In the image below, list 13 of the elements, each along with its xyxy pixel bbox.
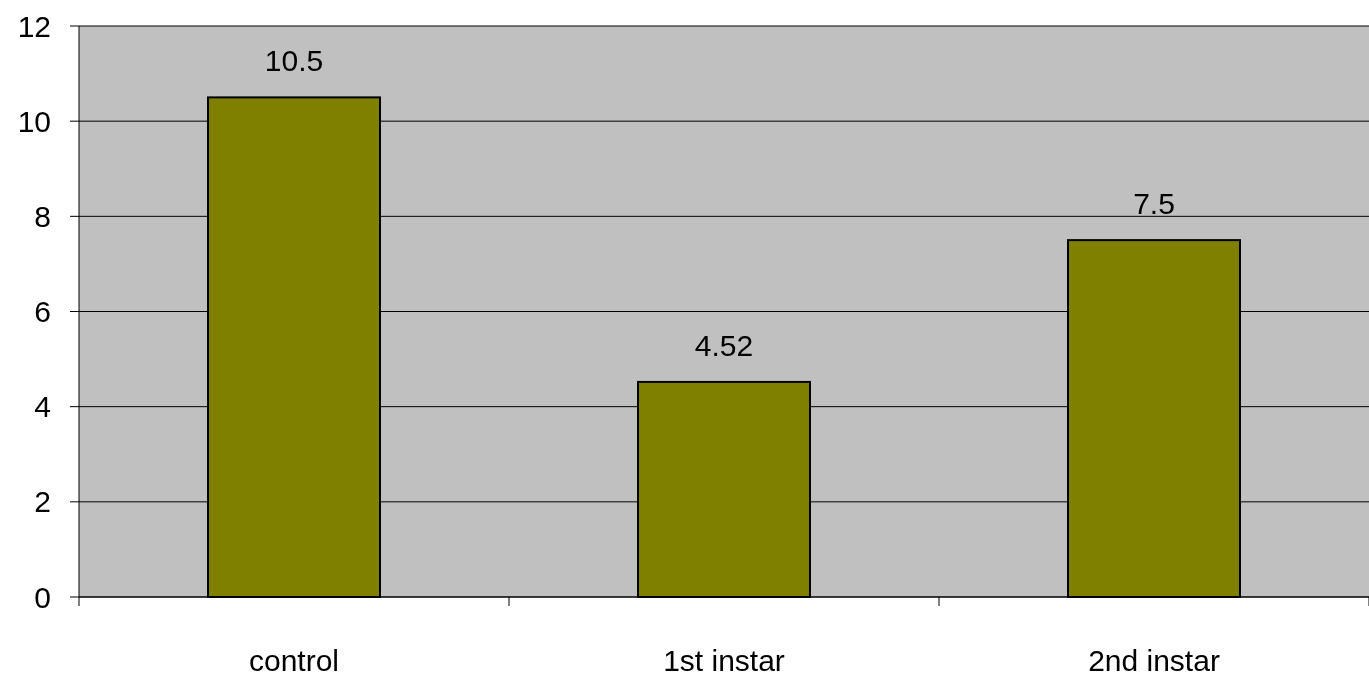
y-tick-label: 10 [17, 104, 51, 138]
x-tick-label: control [248, 644, 340, 676]
data-label: 10.5 [264, 44, 324, 78]
y-tick-label: 8 [34, 199, 51, 233]
x-tick-label: 1st instar [663, 644, 785, 676]
y-tick-label: 6 [34, 295, 51, 328]
data-label: 7.5 [1133, 187, 1175, 221]
y-tick-label: 12 [17, 9, 51, 43]
y-tick-label: 2 [34, 485, 51, 519]
data-label: 4.52 [694, 328, 754, 362]
y-tick-label: 4 [34, 390, 51, 424]
y-tick-label: 0 [34, 580, 51, 614]
x-tick-label: 2nd instar [1088, 644, 1220, 676]
